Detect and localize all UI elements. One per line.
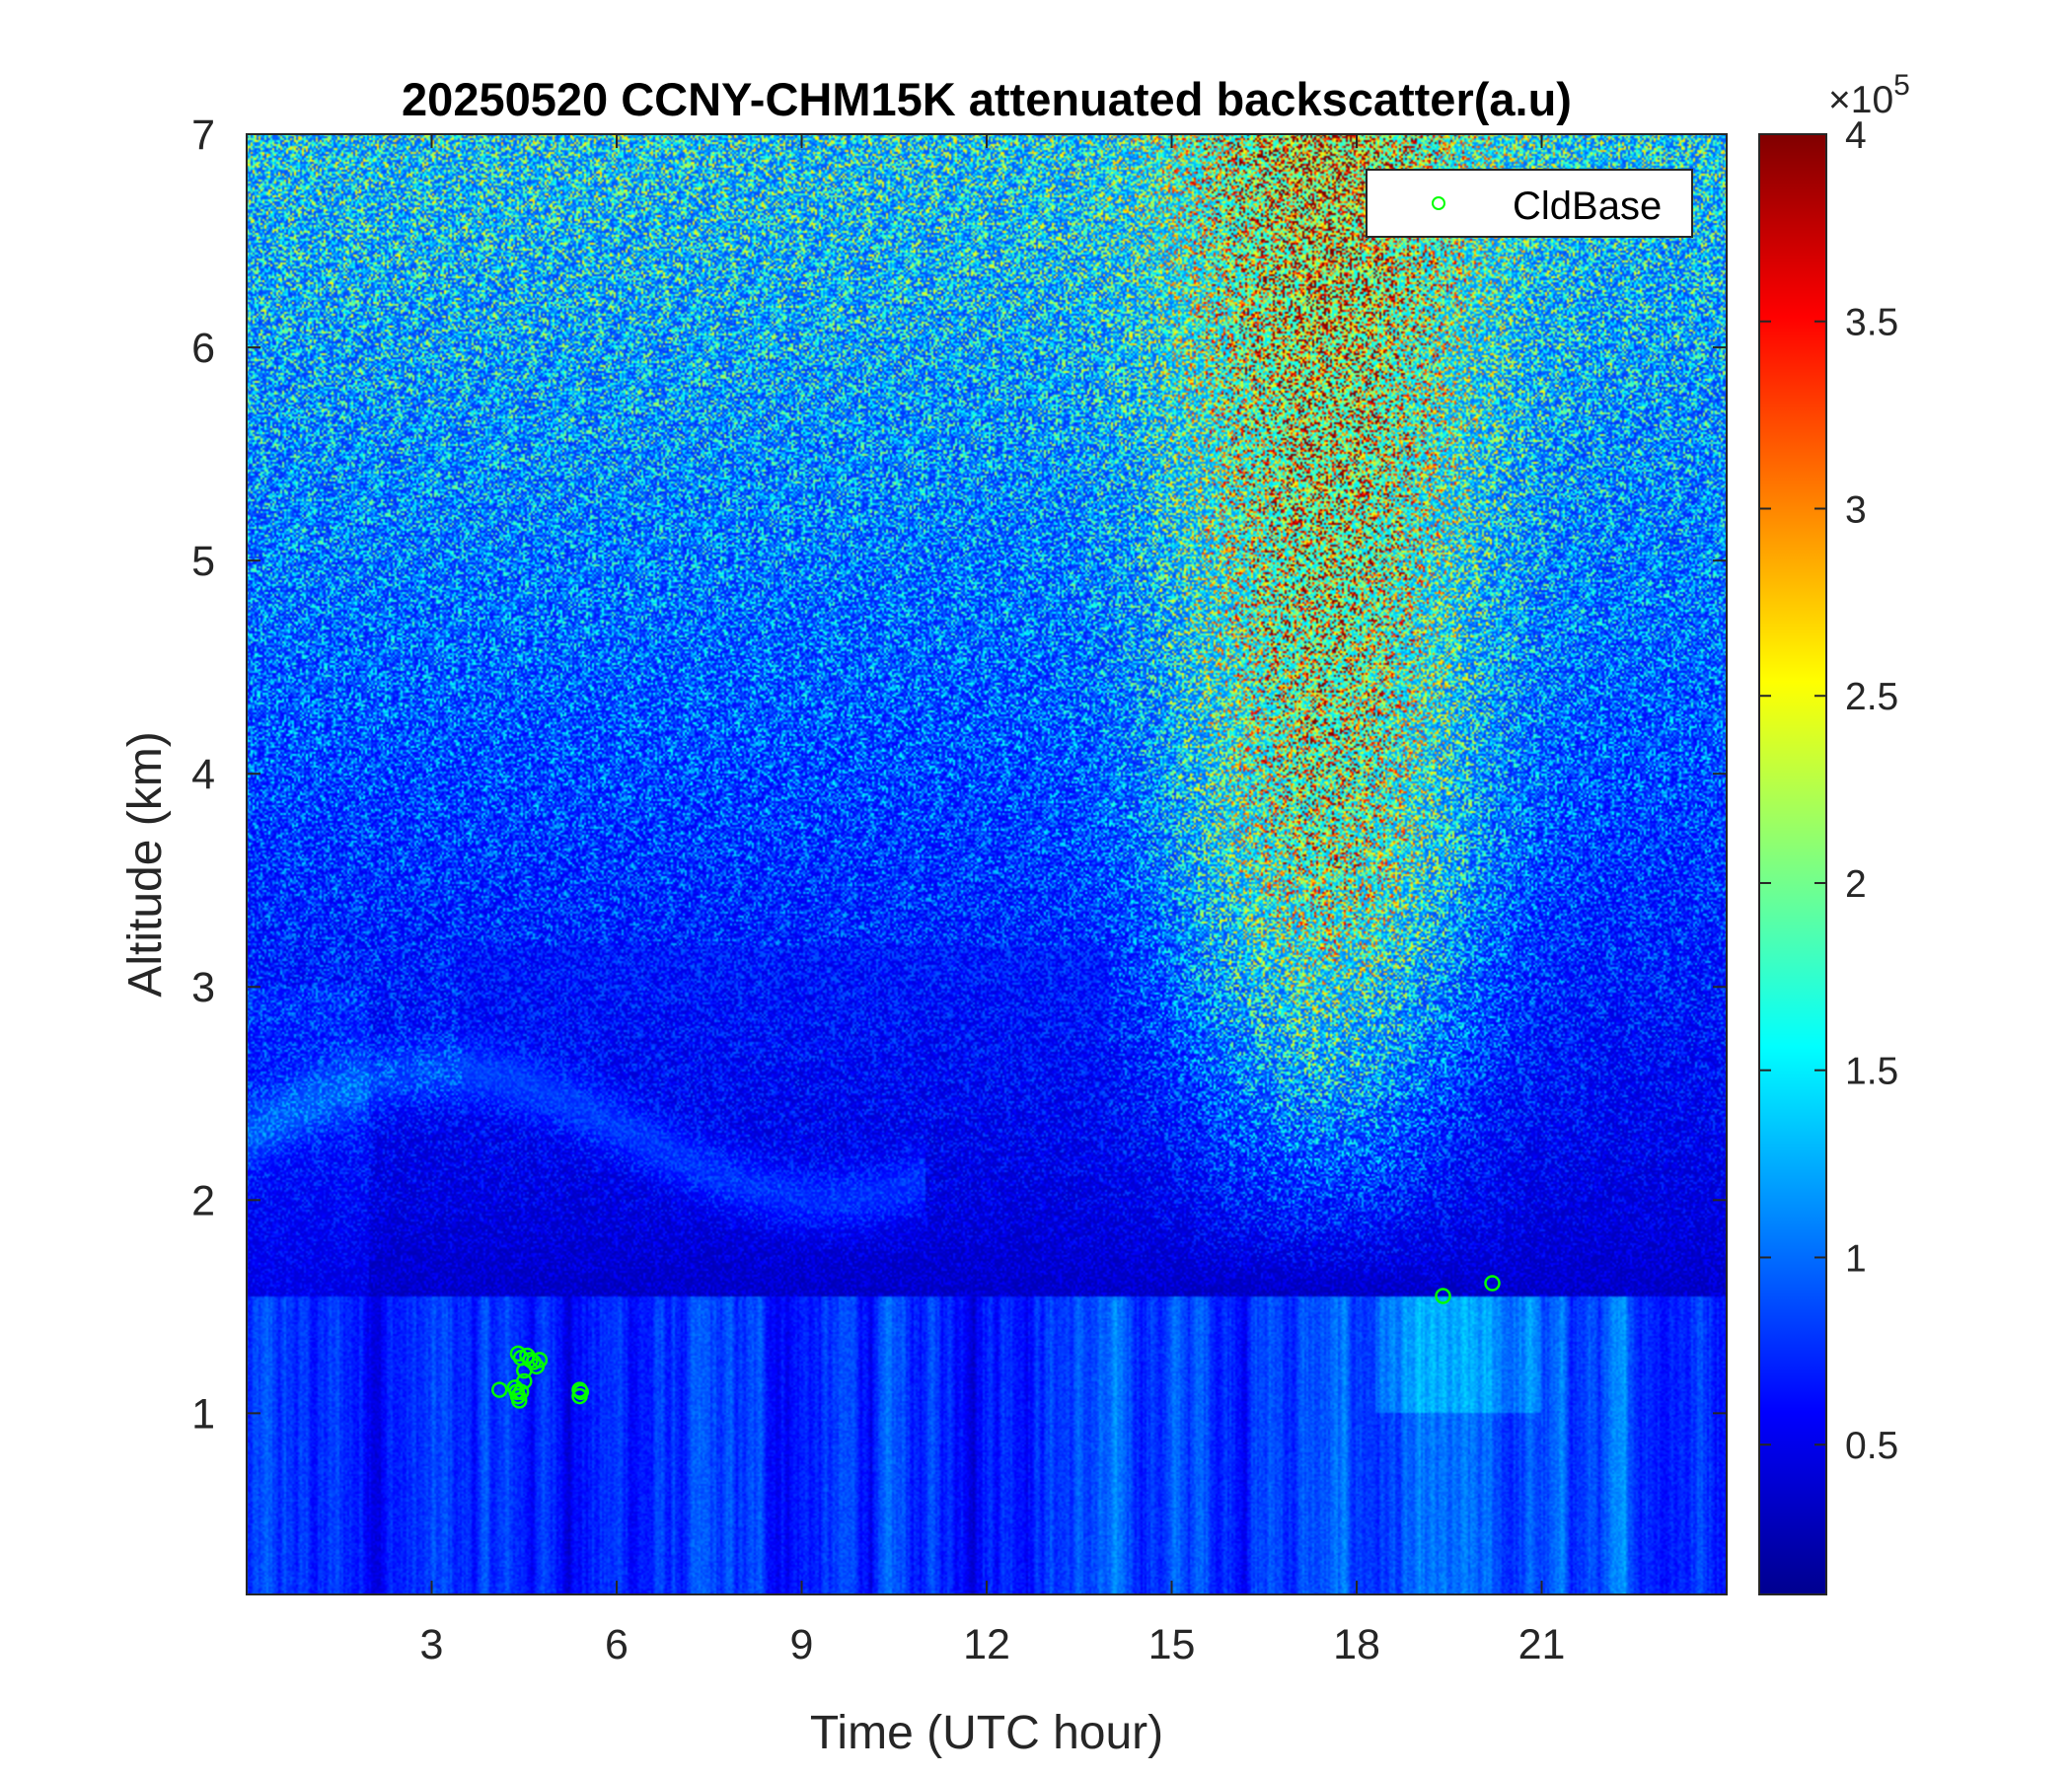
legend-box xyxy=(1366,169,1693,238)
cldbase-markers xyxy=(491,1275,1501,1409)
x-axis: 3 6 9 12 15 18 21 xyxy=(420,134,1566,1668)
colorbar: 0.5 1 1.5 2 2.5 3 3.5 4 ×105 xyxy=(1758,69,1910,1595)
colorbar-tick-label: 0.5 xyxy=(1845,1425,1898,1467)
x-tick-label: 15 xyxy=(1148,1621,1196,1668)
cldbase-point xyxy=(508,1383,525,1400)
cldbase-point xyxy=(511,1392,528,1409)
colorbar-tick-label: 2 xyxy=(1845,863,1867,906)
x-tick-label: 9 xyxy=(790,1621,814,1668)
colorbar-tick-label: 4 xyxy=(1845,114,1867,157)
colorbar-tick-label: 1.5 xyxy=(1845,1051,1898,1093)
cldbase-point xyxy=(512,1383,530,1400)
y-tick-label: 3 xyxy=(191,964,215,1011)
colorbar-frame xyxy=(1758,133,1827,1595)
x-tick-label: 12 xyxy=(963,1621,1010,1668)
y-tick-label: 6 xyxy=(191,325,215,372)
cldbase-point xyxy=(516,1362,533,1379)
legend[interactable]: CldBase xyxy=(1366,169,1693,238)
cldbase-point xyxy=(531,1352,549,1369)
y-axis: 1 2 3 4 5 6 7 xyxy=(191,111,1727,1438)
y-tick-label: 2 xyxy=(191,1177,215,1224)
legend-marker-icon xyxy=(1432,196,1445,210)
y-tick-label: 1 xyxy=(191,1390,215,1438)
y-tick-label: 7 xyxy=(191,111,215,159)
cldbase-point xyxy=(572,1383,589,1400)
colorbar-tick-label: 3 xyxy=(1845,488,1867,531)
cldbase-point xyxy=(491,1381,508,1398)
colorbar-tick-label: 1 xyxy=(1845,1237,1867,1280)
y-axis-label: Altitude (km) xyxy=(119,731,172,997)
backscatter-heatmap xyxy=(247,134,1727,1594)
legend-entry-cldbase: CldBase xyxy=(1513,185,1662,228)
x-tick-label: 3 xyxy=(420,1621,444,1668)
colorbar-exponent-label: ×105 xyxy=(1828,69,1910,121)
colorbar-tick-label: 2.5 xyxy=(1845,676,1898,718)
cldbase-point xyxy=(1435,1288,1451,1304)
colorbar-gradient xyxy=(1759,134,1826,1594)
y-tick-label: 5 xyxy=(191,538,215,585)
colorbar-tick-label: 3.5 xyxy=(1845,302,1898,344)
x-axis-label: Time (UTC hour) xyxy=(810,1707,1163,1759)
cldbase-point xyxy=(516,1372,533,1390)
chart-title: 20250520 CCNY-CHM15K attenuated backscat… xyxy=(402,73,1572,125)
cldbase-point xyxy=(1484,1275,1501,1292)
x-tick-label: 18 xyxy=(1333,1621,1380,1668)
y-tick-label: 4 xyxy=(191,751,215,798)
x-tick-label: 21 xyxy=(1518,1621,1566,1668)
x-tick-label: 6 xyxy=(605,1621,629,1668)
